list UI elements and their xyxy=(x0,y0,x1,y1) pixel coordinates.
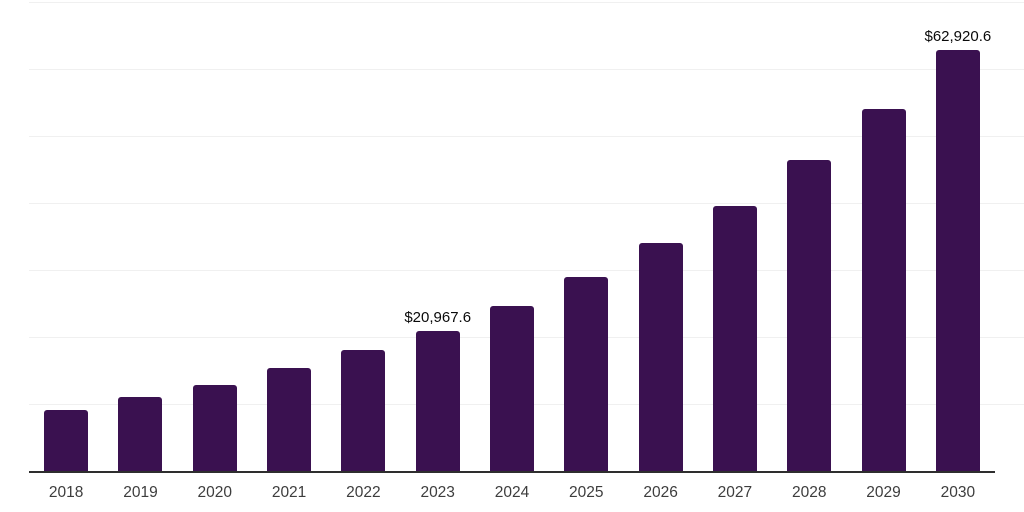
bar-2019[interactable] xyxy=(118,397,163,472)
bar-2018[interactable] xyxy=(44,410,89,472)
x-tick-2027: 2027 xyxy=(717,484,753,501)
bar-2021[interactable] xyxy=(267,368,312,472)
gridline-50000 xyxy=(29,135,1024,137)
gridline-30000 xyxy=(29,270,1024,272)
x-tick-2020: 2020 xyxy=(197,484,233,501)
x-tick-2021: 2021 xyxy=(271,484,307,501)
x-tick-2024: 2024 xyxy=(494,484,530,501)
x-axis-line xyxy=(29,471,995,473)
bar-2020[interactable] xyxy=(192,385,237,472)
x-tick-2023: 2023 xyxy=(420,484,455,501)
x-tick-2022: 2022 xyxy=(346,484,381,501)
gridline-70000 xyxy=(29,1,1024,3)
x-tick-2025: 2025 xyxy=(569,484,604,501)
bar-2024[interactable] xyxy=(490,306,534,472)
bar-2026[interactable] xyxy=(638,243,683,472)
data-label-2023: $20,967.6 xyxy=(404,309,472,327)
x-tick-2026: 2026 xyxy=(643,484,678,501)
x-tick-2028: 2028 xyxy=(791,484,827,501)
bar-2025[interactable] xyxy=(564,277,609,472)
data-label-2030: $62,920.6 xyxy=(924,27,992,45)
x-tick-2029: 2029 xyxy=(866,484,901,501)
gridline-40000 xyxy=(29,202,1024,204)
bar-2022[interactable] xyxy=(341,350,386,472)
bar-2028[interactable] xyxy=(787,160,832,472)
bar-2023[interactable] xyxy=(415,331,460,472)
x-tick-2030: 2030 xyxy=(940,484,976,501)
bar-2027[interactable] xyxy=(712,206,757,472)
bar-2029[interactable] xyxy=(861,108,906,472)
x-tick-2019: 2019 xyxy=(123,484,158,501)
bar-2030[interactable] xyxy=(935,49,980,472)
x-tick-2018: 2018 xyxy=(48,484,84,501)
gridline-60000 xyxy=(29,68,1024,70)
